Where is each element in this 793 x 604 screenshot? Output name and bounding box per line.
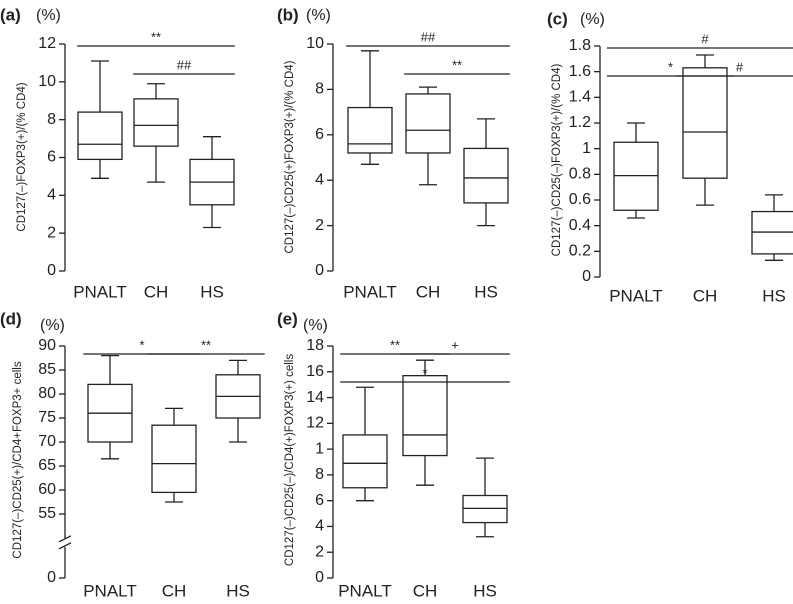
x-tick-label: HS (226, 581, 250, 600)
y-tick-label: 14 (306, 389, 324, 406)
x-tick-label: PNALT (343, 282, 397, 301)
y-tick-label: 85 (38, 361, 56, 378)
box (682, 67, 728, 179)
significance-label: + (451, 337, 459, 352)
significance-label: # (701, 31, 709, 46)
y-tick-label: 0 (47, 569, 56, 586)
significance-label: ** (452, 57, 462, 72)
y-tick-label: 0 (47, 262, 56, 279)
x-tick-label: PNALT (609, 286, 663, 305)
y-tick-label: 1.8 (569, 37, 591, 54)
unit-label: (%) (40, 317, 65, 334)
y-tick-label: 4 (315, 171, 324, 188)
y-tick-label: 12 (38, 35, 56, 52)
unit-label: (%) (306, 7, 331, 24)
y-tick-label: 4 (47, 187, 56, 204)
y-tick-label: 2 (315, 543, 324, 560)
y-tick-label: 55 (38, 505, 56, 522)
y-axis-label: CD127(–)CD25(–)/CD4(+)FOXP3(+) cells (284, 354, 296, 566)
unit-label: (%) (580, 11, 605, 28)
y-tick-label: 0 (315, 262, 324, 279)
y-tick-label: 0.2 (569, 243, 591, 260)
y-tick-label: 90 (38, 337, 56, 354)
x-tick-label: CH (162, 581, 187, 600)
y-tick-label: 0.8 (569, 166, 591, 183)
y-tick-label: 0.4 (569, 217, 591, 234)
box (77, 111, 123, 161)
significance-label: ## (421, 29, 436, 44)
y-tick-label: 0.6 (569, 191, 591, 208)
y-tick-label: 4 (315, 518, 324, 535)
x-tick-label: HS (200, 282, 224, 301)
x-tick-label: HS (474, 282, 498, 301)
x-tick-label: PNALT (73, 282, 127, 301)
x-tick-label: HS (473, 581, 497, 600)
significance-label: * (668, 59, 673, 74)
box (463, 147, 509, 204)
y-tick-label: 10 (38, 73, 56, 90)
unit-label: (%) (36, 7, 61, 24)
panel-label: (e) (277, 309, 298, 328)
x-tick-label: PNALT (338, 581, 392, 600)
y-tick-label: 0 (582, 268, 591, 285)
unit-label: (%) (303, 317, 328, 334)
axis-break (58, 535, 72, 550)
significance-label: * (139, 337, 144, 352)
y-tick-label: 75 (38, 409, 56, 426)
y-tick-label: 10 (306, 35, 324, 52)
y-tick-label: 1 (582, 140, 591, 157)
significance-label: ## (177, 57, 192, 72)
y-tick-label: 2 (47, 224, 56, 241)
y-tick-label: 1.6 (569, 63, 591, 80)
y-tick-label: 1 (315, 440, 324, 457)
y-tick-label: 8 (47, 111, 56, 128)
box (402, 374, 448, 457)
y-tick-label: 6 (315, 126, 324, 143)
y-axis-label: CD127(–)CD25(+)FOXP3(+)/(% CD4) (284, 60, 296, 253)
y-tick-label: 16 (306, 363, 324, 380)
box (405, 93, 451, 154)
x-tick-label: CH (144, 282, 169, 301)
panel-label: (d) (0, 309, 22, 328)
significance-label: * (422, 365, 427, 380)
y-tick-label: 70 (38, 433, 56, 450)
y-tick-label: 6 (47, 149, 56, 166)
y-tick-label: 18 (306, 337, 324, 354)
box (347, 106, 393, 154)
y-tick-label: 8 (315, 466, 324, 483)
y-tick-label: 60 (38, 481, 56, 498)
significance-label: ** (390, 337, 400, 352)
box (342, 434, 388, 489)
y-tick-label: 12 (306, 415, 324, 432)
x-tick-label: HS (762, 286, 786, 305)
y-tick-label: 80 (38, 385, 56, 402)
y-axis-label: CD127(–)CD25(+)/CD4+FOXP3+ cells (12, 361, 24, 558)
y-tick-label: 1.4 (569, 89, 591, 106)
y-tick-label: 0 (315, 569, 324, 586)
x-tick-label: PNALT (83, 581, 137, 600)
box (133, 98, 179, 147)
x-tick-label: CH (413, 581, 438, 600)
x-tick-label: CH (693, 286, 718, 305)
x-tick-label: CH (416, 282, 441, 301)
significance-label: ** (151, 29, 161, 44)
y-tick-label: 8 (315, 81, 324, 98)
y-tick-label: 65 (38, 457, 56, 474)
panel-label: (b) (277, 5, 299, 24)
box (151, 424, 197, 494)
y-tick-label: 6 (315, 492, 324, 509)
panel-label: (a) (0, 5, 21, 24)
y-axis-label: CD127(–)FOXP3(+)/(% CD4) (16, 82, 28, 231)
panel-label: (c) (547, 9, 568, 28)
significance-label: # (736, 59, 744, 74)
y-axis-label: CD127(–)CD25(–)FOXP3(+)/(% CD4) (551, 63, 563, 256)
y-tick-label: 1.2 (569, 114, 591, 131)
y-tick-label: 2 (315, 217, 324, 234)
significance-label: ** (201, 337, 211, 352)
